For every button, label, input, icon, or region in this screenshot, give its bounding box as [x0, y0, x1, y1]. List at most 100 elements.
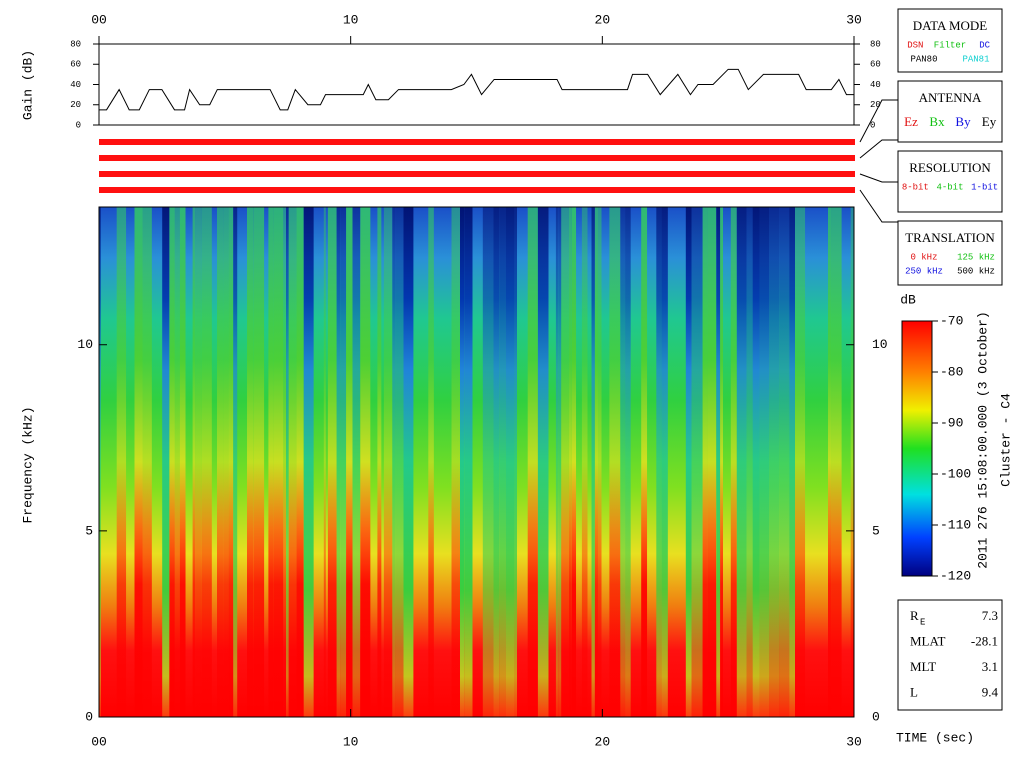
spectrogram-stripe: [568, 207, 572, 717]
legend-item: Bx: [929, 114, 945, 129]
x-tick-label: 20: [595, 12, 611, 27]
x-tick-label: 30: [846, 734, 862, 749]
spectrogram-stripe: [815, 207, 819, 717]
gain-line: [99, 68, 854, 111]
legend-item: By: [955, 114, 971, 129]
spectrogram-stripe: [327, 207, 337, 717]
legend-item: 250 kHz: [905, 266, 943, 276]
colorbar: [901, 320, 933, 577]
spectrogram-stripe: [286, 207, 289, 717]
spectrogram-stripe: [587, 207, 592, 717]
spectrogram-stripe: [185, 207, 193, 717]
spectrogram-stripe: [641, 207, 648, 717]
x-tick-label: 10: [343, 12, 359, 27]
colorbar-title: dB: [900, 292, 916, 307]
status-bar: [99, 187, 855, 193]
spectrogram-stripe: [126, 207, 135, 717]
spectrogram-stripe: [716, 207, 721, 717]
y-tick-label: 60: [70, 60, 81, 70]
spectrogram-stripe: [383, 207, 393, 717]
y-tick-label: 40: [70, 80, 81, 90]
spectrogram-stripe: [403, 207, 414, 717]
spectrogram-stripe: [268, 207, 274, 717]
spectrogram-stripe: [789, 207, 795, 717]
spectrogram-stripe: [288, 207, 297, 717]
spectrogram-stripe: [151, 207, 163, 717]
x-tick-label: 20: [595, 734, 611, 749]
spectrogram-stripe: [211, 207, 217, 717]
spectrogram-stripe: [499, 207, 506, 717]
ephemeris-label: R: [910, 608, 919, 623]
colorbar-tick-label: -70: [940, 313, 963, 328]
spectrogram-stripe: [233, 207, 238, 717]
spectrogram-stripe: [237, 207, 248, 717]
x-tick-label: 10: [343, 734, 359, 749]
spectrogram-stripe: [428, 207, 434, 717]
connectors: [859, 99, 898, 223]
y-axis-label: Frequency (kHz): [20, 406, 35, 523]
spectrogram-stripe: [730, 207, 737, 717]
legend-item: 0 kHz: [910, 252, 937, 262]
status-bar: [99, 155, 855, 161]
ephemeris-value: 7.3: [982, 608, 998, 623]
spectrogram-stripe: [707, 207, 717, 717]
spectrogram-stripe: [283, 207, 286, 717]
spectrogram-stripe: [561, 207, 569, 717]
spectrogram-stripe: [591, 207, 595, 717]
spectrogram-stripe: [325, 207, 328, 717]
ephemeris-value: -28.1: [971, 633, 998, 648]
spectrogram-stripe: [850, 207, 854, 717]
spectrogram-frame: [98, 206, 855, 718]
spectrogram-stripe: [520, 207, 525, 717]
spectrogram-stripe: [506, 207, 515, 717]
spectrogram-stripe: [228, 207, 234, 717]
colorbar-tick-label: -120: [940, 568, 971, 583]
spectrogram-stripe: [828, 207, 832, 717]
spectrogram-stripe: [296, 207, 304, 717]
spectrogram-stripe: [620, 207, 626, 717]
spectrogram-stripe: [223, 207, 229, 717]
spectrogram-stripe: [548, 207, 556, 717]
spectrogram-stripe: [313, 207, 324, 717]
spectrogram-stripe: [667, 207, 676, 717]
legend-item: Filter: [934, 40, 966, 50]
spectrogram-stripe: [162, 207, 170, 717]
spectrogram-stripe: [142, 207, 152, 717]
legend-item: DSN: [907, 40, 923, 50]
spectrogram-stripe: [691, 207, 703, 717]
ephemeris-subscript: E: [920, 617, 925, 627]
x-tick-label: 30: [846, 12, 862, 27]
spectrogram-stripe: [581, 207, 588, 717]
spectrogram-stripe: [720, 207, 723, 717]
colorbar-tick-label: -90: [940, 415, 963, 430]
spectrogram-stripe: [273, 207, 284, 717]
y-tick-label: 20: [870, 100, 881, 110]
spectrogram-stripe: [818, 207, 828, 717]
spectrogram-stripe: [525, 207, 528, 717]
y-tick-label: 80: [70, 39, 81, 49]
spectrogram-stripe: [647, 207, 657, 717]
y-tick-label: 0: [85, 709, 93, 724]
connector: [859, 189, 898, 223]
spectrogram-stripe: [594, 207, 598, 717]
spectrogram-stripe: [195, 207, 202, 717]
legend-item: 4-bit: [936, 182, 963, 192]
legend-item: Ez: [904, 114, 918, 129]
spectrogram-stripe: [769, 207, 780, 717]
y-tick-label: 10: [77, 337, 93, 352]
spectrogram-stripe: [370, 207, 378, 717]
spectrogram-stripe: [558, 207, 562, 717]
connector: [859, 173, 898, 183]
legend-item: DC: [979, 40, 990, 50]
spectrogram-stripe: [685, 207, 692, 717]
spectrogram-stripe: [482, 207, 494, 717]
y-tick-label: 5: [872, 523, 880, 538]
spectrogram-stripe: [805, 207, 816, 717]
legend-box: [897, 80, 1003, 143]
spectrogram-stripe: [609, 207, 621, 717]
legend-box: [897, 220, 1003, 286]
spectrogram-stripe: [759, 207, 770, 717]
spectrogram-stripe: [472, 207, 477, 717]
spectrogram-stripe: [601, 207, 610, 717]
